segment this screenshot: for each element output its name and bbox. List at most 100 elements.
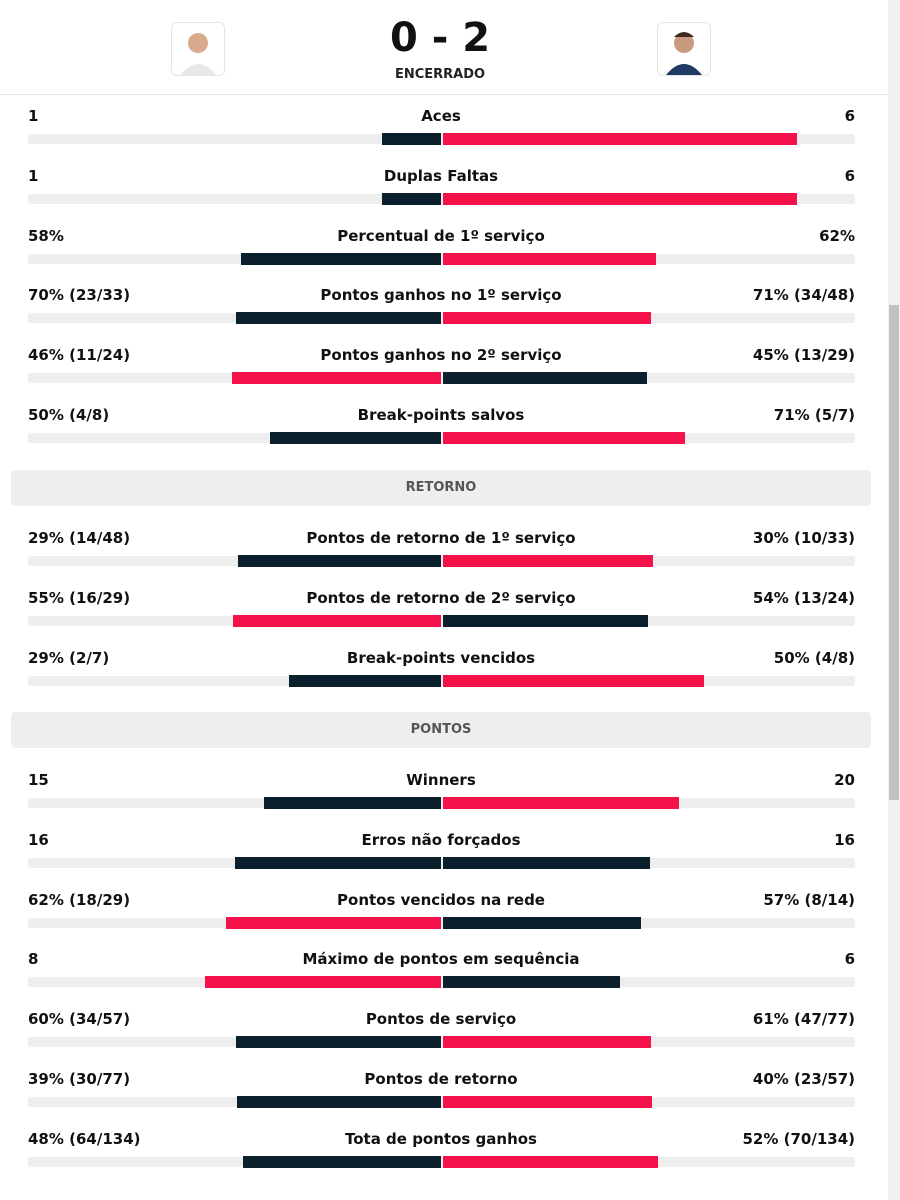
stat-label: Pontos de retorno de 1º serviço (306, 529, 576, 547)
bar-track (28, 1097, 855, 1107)
bar-left (205, 976, 441, 989)
bar-track (28, 193, 855, 204)
bar-left (237, 1096, 441, 1108)
bar-track (28, 134, 855, 144)
stat-right: 62% (819, 226, 855, 245)
bar-track (28, 556, 855, 566)
stat-label: Pontos ganhos no 2º serviço (320, 346, 562, 365)
stat-right: 54% (13/24) (752, 588, 855, 607)
stat-right: 16 (834, 830, 855, 849)
stat-left: 60% (34/57) (28, 1010, 131, 1029)
stat-label: Máximo de pontos em sequência (302, 950, 580, 969)
bar-right (443, 674, 705, 687)
stat-left: 70% (23/33) (28, 286, 131, 305)
stat-right: 50% (4/8) (773, 648, 855, 667)
stat-right: 61% (47/77) (752, 1010, 855, 1029)
bar-right (443, 856, 650, 869)
bar-track (28, 373, 855, 384)
bar-left (234, 856, 441, 869)
stat-label: Percentual de 1º serviço (337, 226, 545, 245)
match-status: ENCERRADO (394, 67, 486, 82)
bar-right (443, 1036, 652, 1049)
stat-right: 71% (5/7) (773, 406, 855, 424)
stat-right: 57% (8/14) (763, 890, 855, 909)
stat-right: 6 (844, 107, 855, 125)
avatar-icon (666, 32, 702, 75)
player-avatar[interactable] (657, 22, 711, 76)
bar-right (443, 312, 651, 325)
bar-track (28, 1156, 855, 1167)
bar-track (28, 675, 855, 686)
stat-left: 50% (4/8) (28, 406, 110, 424)
stat-right: 30% (10/33) (752, 529, 855, 547)
bar-left (241, 252, 441, 265)
stat-label: Break-points vencidos (346, 648, 536, 667)
bar-track (28, 433, 855, 443)
bar-right (443, 555, 653, 567)
bar-right (443, 797, 679, 809)
stat-label: Pontos de retorno de 2º serviço (306, 588, 576, 607)
bar-left (289, 674, 441, 687)
stat-left: 48% (64/134) (28, 1129, 141, 1148)
stat-right: 6 (844, 950, 855, 969)
stat-left: 8 (28, 950, 39, 969)
stat-left: 46% (11/24) (28, 346, 131, 365)
bar-right (443, 1155, 658, 1168)
score: 0 - 2 (389, 15, 491, 61)
bar-track (28, 977, 855, 988)
bar-track (28, 615, 855, 626)
avatar-icon (180, 33, 216, 75)
stat-label: Pontos ganhos no 1º serviço (320, 286, 562, 305)
stat-left: 15 (28, 771, 49, 789)
bar-left (236, 1036, 441, 1049)
bar-track (28, 917, 855, 928)
stat-left: 1 (28, 166, 39, 185)
bar-left (232, 372, 441, 385)
bar-left (232, 614, 441, 627)
bar-left (264, 797, 441, 809)
stat-right: 40% (23/57) (752, 1070, 855, 1088)
bar-right (443, 133, 797, 145)
stat-right: 52% (70/134) (742, 1129, 856, 1148)
bar-right (443, 252, 657, 265)
bar-right (443, 432, 686, 444)
bar-left (235, 312, 441, 325)
stat-label: Winners (406, 771, 476, 789)
stat-label: Pontos vencidos na rede (337, 890, 545, 909)
stat-label: Break-points salvos (357, 406, 525, 424)
bar-left (225, 916, 441, 929)
bar-right (443, 916, 641, 929)
stat-label: Aces (421, 107, 461, 125)
bar-right (443, 1096, 653, 1108)
player-avatar[interactable] (171, 22, 225, 76)
stat-right: 71% (34/48) (752, 286, 855, 305)
stat-right: 45% (13/29) (752, 346, 855, 365)
stat-label: Pontos de serviço (365, 1010, 517, 1029)
header-divider (0, 94, 888, 95)
bar-left (242, 1155, 441, 1168)
stat-right: 20 (834, 771, 855, 789)
stat-left: 55% (16/29) (28, 588, 131, 607)
stat-label: Erros não forçados (361, 830, 521, 849)
bar-right (443, 614, 648, 627)
bar-right (443, 976, 620, 989)
bar-right (443, 372, 648, 385)
stat-label: Pontos de retorno (364, 1070, 518, 1088)
stat-left: 62% (18/29) (28, 890, 131, 909)
section-header: RETORNO (11, 470, 871, 506)
stat-right: 6 (844, 166, 855, 185)
stat-left: 29% (2/7) (28, 648, 110, 667)
stat-left: 1 (28, 107, 39, 125)
section-header: PONTOS (11, 712, 871, 748)
bar-right (443, 192, 797, 205)
bar-left (382, 192, 441, 205)
scrollbar-thumb[interactable] (889, 305, 899, 800)
bar-track (28, 857, 855, 868)
bar-track (28, 1037, 855, 1048)
stat-left: 29% (14/48) (28, 529, 131, 547)
stat-label: Tota de pontos ganhos (345, 1129, 537, 1148)
stat-label: Duplas Faltas (383, 166, 499, 185)
stat-left: 39% (30/77) (28, 1070, 131, 1088)
